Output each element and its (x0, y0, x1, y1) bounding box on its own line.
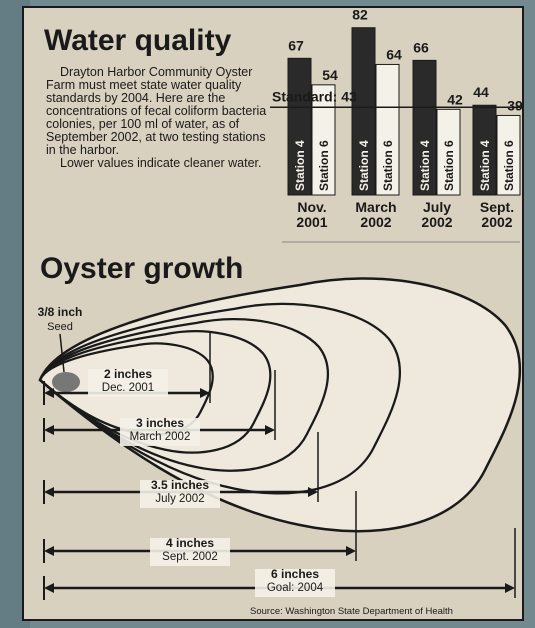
stage-size: 4 inches (166, 536, 214, 550)
bar-series-label: Station 4 (357, 140, 371, 191)
stage-date: Seed (47, 321, 73, 333)
page: {"chart_data": {"type": "bar", "title": … (0, 0, 535, 628)
stage-date: March 2002 (130, 431, 191, 443)
data-label: 42 (447, 91, 463, 107)
arrow-head (44, 546, 54, 556)
bar-series-label: Station 6 (502, 140, 516, 191)
arrow-head (505, 583, 515, 593)
stage-size: 3/8 inch (38, 305, 83, 319)
bar-series-label: Station 4 (418, 140, 432, 191)
data-label: 44 (473, 84, 489, 100)
bar-series-label: Station 4 (478, 140, 492, 191)
arrow-head (44, 388, 54, 398)
data-label: 39 (507, 97, 523, 113)
bar-series-label: Station 4 (293, 140, 307, 191)
bar-series-label: Station 6 (317, 140, 331, 191)
stage-date: Sept. 2002 (162, 551, 218, 563)
bar-series-label: Station 6 (381, 140, 395, 191)
stage-size: 3 inches (136, 416, 184, 430)
stage-size: 2 inches (104, 367, 152, 381)
seed (52, 372, 80, 392)
x-tick-label: July 2002 (406, 200, 468, 230)
stage-size: 3.5 inches (151, 478, 209, 492)
arrow-head (44, 487, 54, 497)
data-label: 67 (288, 37, 304, 53)
reference-label: Standard: 43 (272, 88, 357, 104)
oyster-drawing (40, 278, 520, 531)
x-tick-label: Sept. 2002 (466, 200, 528, 230)
bar-series-label: Station 6 (442, 140, 456, 191)
stage-date: Goal: 2004 (267, 582, 324, 594)
stage-date: July 2002 (155, 493, 204, 505)
stage-date: Dec. 2001 (102, 382, 154, 394)
arrow-head (44, 583, 54, 593)
x-tick-label: Nov. 2001 (281, 200, 343, 230)
arrow-head (44, 425, 54, 435)
x-tick-label: March 2002 (345, 200, 407, 230)
arrow-head (346, 546, 356, 556)
data-label: 66 (413, 39, 429, 55)
stage-size: 6 inches (271, 567, 319, 581)
data-label: 64 (386, 46, 402, 62)
graphics: Station 4 67 Station 6 54 Station 4 82 Station… (0, 0, 535, 628)
data-label: 54 (322, 67, 338, 83)
data-label: 82 (352, 7, 368, 23)
